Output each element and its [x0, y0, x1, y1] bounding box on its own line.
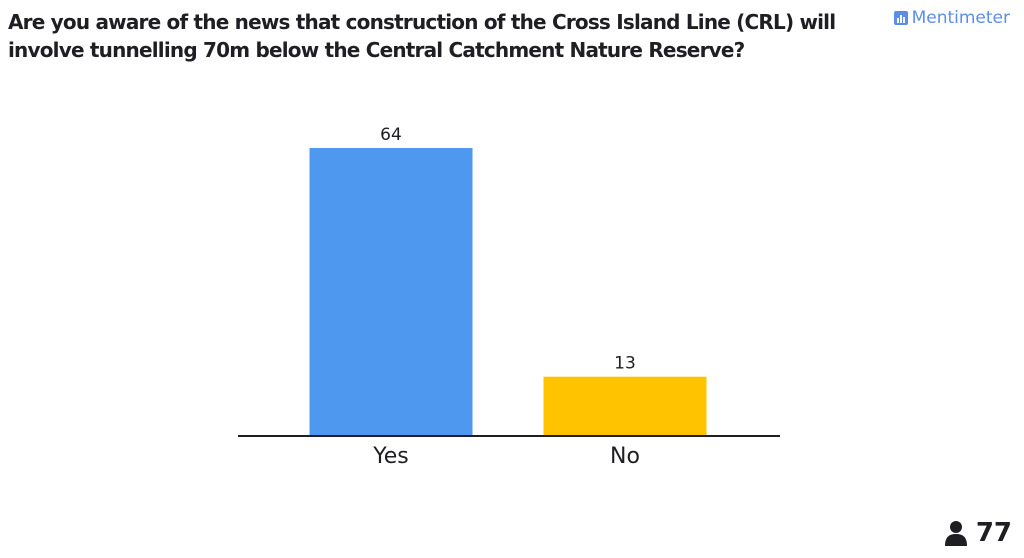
- bar-yes: [309, 148, 473, 435]
- bar-no: [543, 376, 707, 435]
- question-title: Are you aware of the news that construct…: [8, 10, 836, 62]
- category-label-no: No: [610, 444, 640, 469]
- value-label-yes: 64: [380, 125, 402, 145]
- participant-count: 77: [944, 518, 1012, 548]
- brand-label: Mentimeter: [911, 8, 1010, 28]
- bar-chart-logo-icon: [893, 11, 908, 25]
- value-label-no: 13: [614, 354, 636, 374]
- mentimeter-logo: Mentimeter: [893, 8, 1010, 28]
- participant-count-value: 77: [975, 518, 1012, 548]
- category-label-yes: Yes: [372, 444, 409, 469]
- person-icon: [944, 521, 967, 546]
